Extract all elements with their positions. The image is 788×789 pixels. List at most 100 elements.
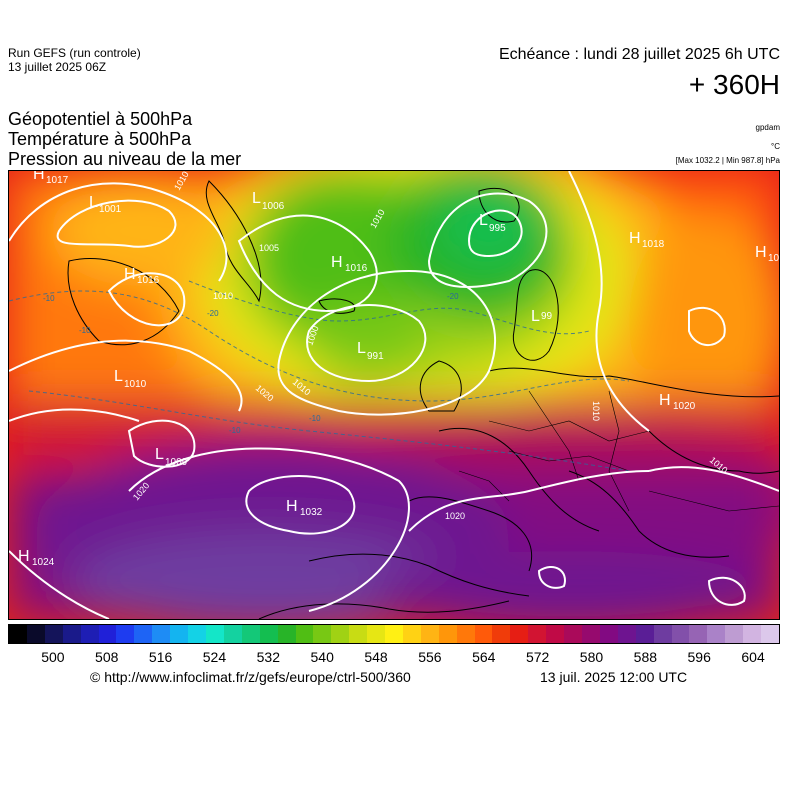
- pressure-system-marker: L 1010: [114, 368, 147, 390]
- color-scale-cell: [402, 625, 421, 643]
- color-scale-cell: [385, 625, 403, 643]
- color-scale-cell: [295, 625, 314, 643]
- color-scale-cell: [26, 625, 45, 643]
- pressure-value: 1020: [673, 401, 696, 412]
- color-scale-tick-label: 580: [579, 649, 604, 665]
- run-timestamp: 13 juil. 2025 12:00 UTC: [540, 669, 688, 685]
- pressure-value: 1016: [137, 275, 160, 286]
- low-pressure-letter: L: [114, 368, 123, 385]
- layer-title-pressure: Pression au niveau de la mer: [8, 149, 242, 169]
- color-scale-cell: [277, 625, 296, 643]
- color-scale-ticks: 500 508 516 524 532 540 548 556 564 572 580 588 596 6…: [8, 648, 780, 666]
- pressure-system-marker: H 1024: [18, 548, 55, 568]
- pressure-value: 1032: [300, 507, 323, 518]
- color-scale-cell: [492, 625, 511, 643]
- color-scale-cell: [725, 625, 744, 643]
- source-credit: © http://www.infoclimat.fr/z/gefs/europe…: [90, 669, 411, 685]
- color-scale-cell: [9, 625, 27, 643]
- pressure-value: 1001: [99, 204, 122, 215]
- color-scale-cell: [761, 625, 779, 643]
- isotherm-labels: -10 -20 -20 -10 -10 -10: [43, 292, 459, 435]
- color-scale-cell: [456, 625, 475, 643]
- color-scale-cell: [170, 625, 189, 643]
- pressure-value: 1010: [124, 379, 147, 390]
- isotherms: [9, 280, 630, 472]
- isotherm-label: -10: [229, 426, 241, 435]
- color-scale-cell: [546, 625, 565, 643]
- pressure-system-marker: H 1020: [659, 392, 696, 412]
- color-scale-tick-label: 572: [525, 649, 550, 665]
- low-pressure-letter: L: [89, 194, 98, 211]
- high-pressure-letter: H: [629, 230, 641, 247]
- color-scale-tick-label: 548: [364, 649, 388, 665]
- color-scale-cell: [241, 625, 260, 643]
- color-scale-cell: [188, 625, 206, 643]
- pressure-value: 1024: [32, 557, 55, 568]
- isotherm-label: -10: [79, 326, 91, 335]
- high-pressure-letter: H: [331, 254, 343, 271]
- color-scale-tick-label: 596: [687, 649, 711, 665]
- color-scale-bar: [8, 624, 780, 644]
- color-scale-tick-label: 556: [418, 649, 442, 665]
- pressure-system-marker: L 1009: [155, 446, 188, 468]
- forecast-horizon: + 360H: [688, 69, 780, 100]
- isobars: [9, 171, 779, 619]
- pressure-value: 1006: [262, 201, 285, 212]
- color-scale-cell: [152, 625, 171, 643]
- pressure-system-marker: L 995: [479, 212, 506, 234]
- pressure-system-marker: L 1006: [252, 190, 285, 212]
- pressure-system-marker: L 99: [531, 308, 553, 325]
- weather-map: H 1017 L 1001 L 1006 H 1016 H 1016: [8, 170, 780, 620]
- country-borders: [458, 390, 779, 512]
- color-scale-cell: [134, 625, 153, 643]
- color-scale-tick-label: 532: [256, 649, 280, 665]
- isobar-label: 1020: [445, 511, 465, 521]
- color-scale-cell: [582, 625, 600, 643]
- isobar-label: 1010: [591, 401, 601, 421]
- high-pressure-letter: H: [33, 171, 45, 183]
- isotherm-label: -10: [43, 294, 55, 303]
- pressure-system-marker: L 1001: [89, 194, 122, 215]
- color-scale-cell: [259, 625, 278, 643]
- unit-temperature: °C: [771, 142, 780, 151]
- high-pressure-letter: H: [659, 392, 671, 409]
- pressure-value: 1017: [46, 175, 69, 186]
- pressure-system-marker: H 10: [755, 244, 779, 264]
- unit-geopotential: gpdam: [755, 123, 780, 132]
- coastlines: [67, 180, 779, 619]
- isobar-label: 1010: [213, 291, 233, 301]
- color-scale-cell: [689, 625, 708, 643]
- pressure-system-marker: H 1032: [286, 498, 323, 518]
- pressure-system-marker: H 1017: [33, 171, 69, 186]
- color-scale-cell: [80, 625, 99, 643]
- isotherm-label: -20: [207, 309, 219, 318]
- pressure-system-marker: H 1016: [331, 254, 368, 274]
- low-pressure-letter: L: [531, 308, 540, 325]
- unit-pressure-range: [Max 1032.2 | Min 987.8] hPa: [675, 156, 780, 165]
- color-scale-cell: [528, 625, 547, 643]
- high-pressure-letter: H: [286, 498, 298, 515]
- color-scale-cell: [474, 625, 493, 643]
- high-pressure-letter: H: [755, 244, 767, 261]
- low-pressure-letter: L: [155, 446, 164, 463]
- color-scale-tick-label: 540: [310, 649, 334, 665]
- color-scale-tick-label: 508: [95, 649, 119, 665]
- color-scale-cell: [349, 625, 368, 643]
- color-scale-cell: [44, 625, 63, 643]
- high-pressure-letter: H: [124, 266, 136, 283]
- color-scale-cell: [707, 625, 726, 643]
- pressure-value: 1016: [345, 263, 368, 274]
- color-scale-cell: [438, 625, 457, 643]
- high-pressure-letter: H: [18, 548, 30, 565]
- layer-title-temperature: Température à 500hPa: [8, 129, 192, 149]
- color-scale-tick-label: 564: [472, 649, 496, 665]
- pressure-systems: H 1017 L 1001 L 1006 H 1016 H 1016: [18, 171, 779, 568]
- low-pressure-letter: L: [357, 340, 366, 357]
- color-scale-cell: [223, 625, 242, 643]
- color-scale-tick-label: 516: [148, 649, 173, 665]
- color-scale-cell: [313, 625, 332, 643]
- pressure-value: 995: [489, 223, 506, 234]
- low-pressure-letter: L: [252, 190, 261, 207]
- color-scale-tick-label: 588: [633, 649, 658, 665]
- color-scale-cell: [564, 625, 582, 643]
